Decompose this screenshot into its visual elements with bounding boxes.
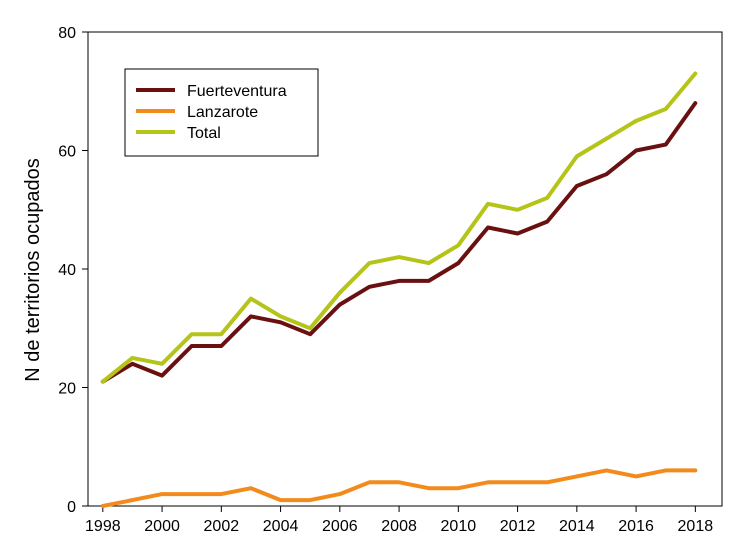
y-tick-label: 0	[67, 499, 76, 516]
x-tick-label: 2010	[441, 518, 477, 535]
legend-label-total: Total	[187, 125, 221, 142]
legend-label-lanzarote: Lanzarote	[187, 104, 258, 121]
y-tick-label: 20	[58, 381, 76, 398]
x-tick-label: 2000	[144, 518, 180, 535]
axes: 1998 2000 2002 2004 2006 2008 2010 2012 2014 2016…	[58, 25, 723, 535]
x-tick-label: 2008	[381, 518, 417, 535]
x-tick-label: 2014	[559, 518, 595, 535]
y-tick-label: 60	[58, 144, 76, 161]
y-axis-label: N de territorios ocupados	[22, 158, 44, 381]
x-tick-label: 2016	[618, 518, 654, 535]
series-line-fuerteventura	[100, 101, 698, 384]
series-line-lanzarote	[100, 468, 698, 508]
x-tick-label: 2002	[204, 518, 240, 535]
x-tick-label: 2012	[500, 518, 536, 535]
x-tick-label: 2004	[263, 518, 299, 535]
y-tick-label: 80	[58, 25, 76, 42]
series-line-total	[100, 71, 698, 384]
legend-label-fuerteventura: Fuerteventura	[187, 83, 287, 100]
x-tick-label: 2006	[322, 518, 358, 535]
legend: Fuerteventura Lanzarote Total	[124, 68, 319, 157]
x-tick-label: 2018	[678, 518, 714, 535]
x-tick-label: 1998	[85, 518, 121, 535]
y-tick-label: 40	[58, 262, 76, 279]
series-lines	[100, 71, 698, 508]
